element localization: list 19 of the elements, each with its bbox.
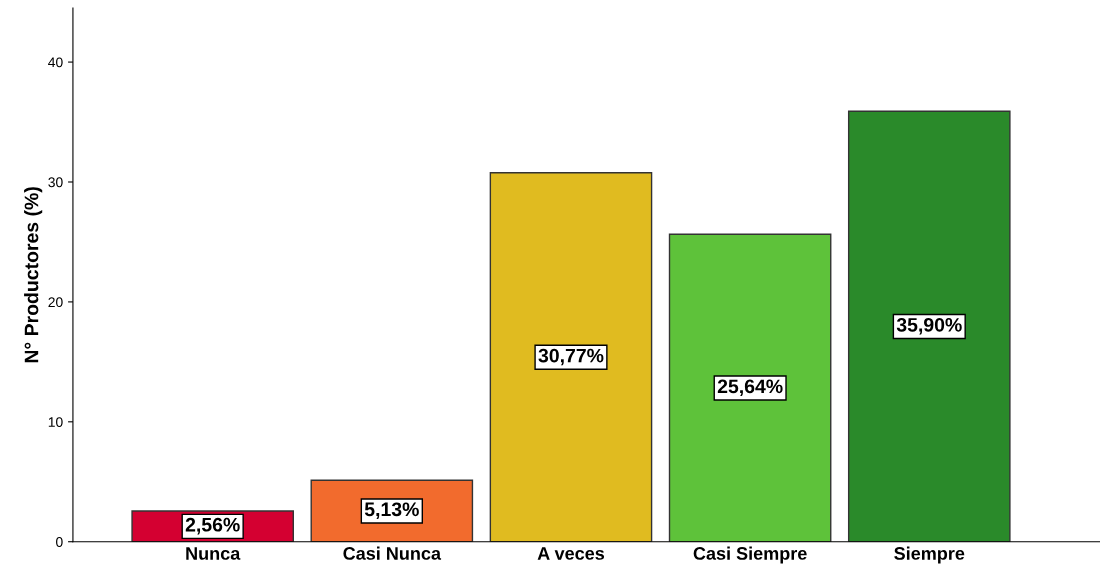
data-label: 25,64%	[717, 379, 783, 397]
bar	[847, 110, 1011, 542]
x-tick-label: Siempre	[894, 546, 965, 564]
x-tick-label: A veces	[537, 547, 605, 560]
x-tick-label: Casi Siempre	[693, 546, 807, 564]
x-tick-label: Casi Nunca	[343, 546, 442, 560]
y-tick-label: 20	[48, 297, 63, 308]
x-tick-label: Nunca	[186, 547, 241, 560]
data-label: 30,77%	[538, 348, 604, 366]
y-axis-title: N° Productores (%)	[24, 187, 43, 363]
y-tick-label: 10	[48, 417, 63, 427]
bar	[489, 172, 653, 542]
y-tick-label: 0	[56, 537, 63, 547]
data-label: 2,56%	[185, 517, 240, 535]
data-label: 5,13%	[364, 502, 419, 519]
data-label: 35,90%	[896, 317, 962, 335]
y-tick-label: 40	[48, 57, 63, 68]
y-tick-label: 30	[48, 177, 63, 188]
bar	[668, 233, 832, 542]
